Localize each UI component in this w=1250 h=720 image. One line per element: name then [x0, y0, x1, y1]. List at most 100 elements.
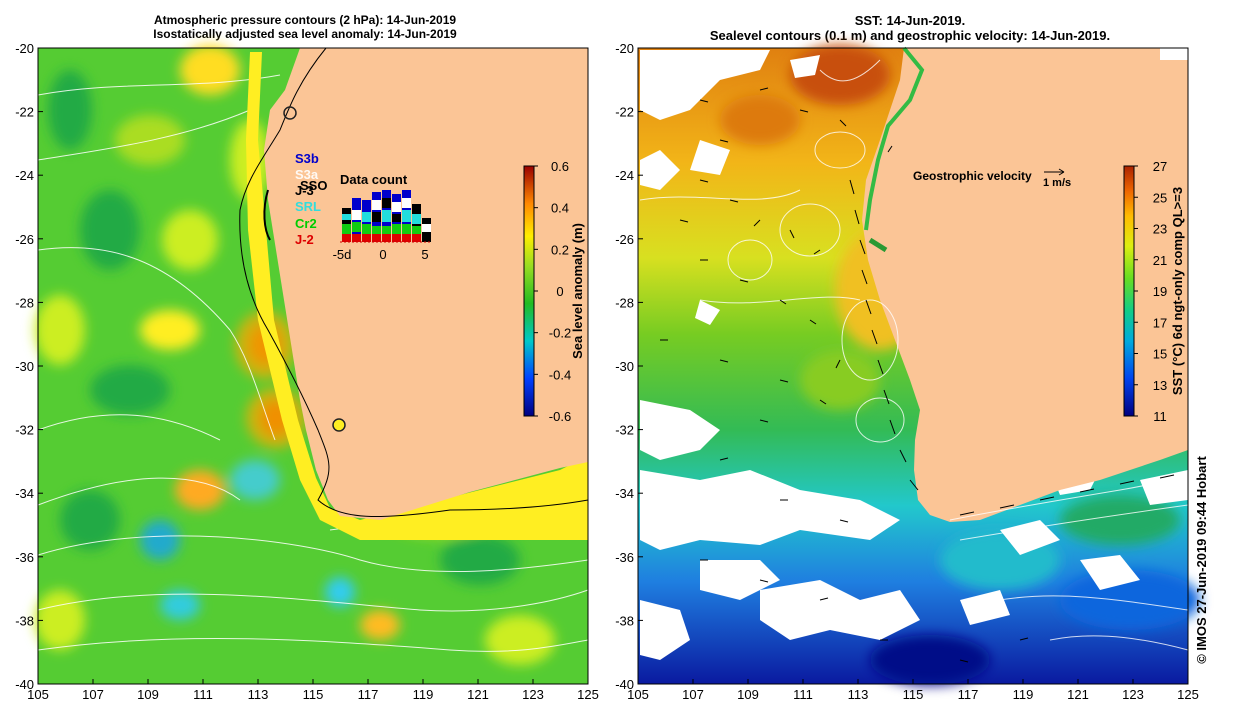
- y-tick-label: -28: [615, 295, 634, 310]
- colorbar-tick-label: 27: [1153, 159, 1167, 174]
- satellite-label-srl: SRL: [295, 199, 321, 214]
- right-x-axis: 105 107 109 111 113 115 117 119 121 123 125: [627, 679, 1199, 702]
- data-count-tick: 0: [379, 247, 386, 262]
- left-map: [35, 45, 589, 685]
- right-map-title: SST: 14-Jun-2019. Sealevel contours (0.1…: [660, 13, 1160, 43]
- y-tick-label: -20: [615, 41, 634, 56]
- y-tick-label: -22: [615, 105, 634, 120]
- x-tick-label: 117: [958, 687, 979, 702]
- left-x-axis: 105 107 109 111 113 115 117 119 121 123 125: [27, 679, 599, 702]
- satellite-label-sso: SSO: [300, 178, 327, 193]
- x-tick-label: 105: [627, 687, 649, 702]
- y-tick-label: -32: [15, 423, 34, 438]
- y-tick-label: -38: [15, 613, 34, 628]
- velocity-arrow-icon: [1058, 168, 1065, 176]
- y-tick-label: -34: [615, 486, 634, 501]
- y-tick-label: -20: [15, 41, 34, 56]
- y-tick-label: -30: [615, 359, 634, 374]
- y-tick-label: -40: [615, 677, 634, 692]
- data-count-title: Data count: [340, 172, 408, 187]
- sla-colorbar-label: Sea level anomaly (m): [570, 223, 585, 359]
- y-tick-label: -38: [615, 613, 634, 628]
- sst-colorbar: 27 25 23 21 19 17 15 13 11 SST (°C) 6d ngt-only …: [1123, 159, 1185, 424]
- coastal-yellow-band: [246, 52, 588, 540]
- satellite-label-s3b: S3b: [295, 151, 319, 166]
- right-map: [637, 45, 1200, 685]
- left-land: [264, 48, 588, 520]
- velocity-scale-label: 1 m/s: [1043, 177, 1071, 189]
- colorbar-tick-label: 11: [1153, 409, 1167, 424]
- colorbar-tick-label: 21: [1153, 253, 1167, 268]
- x-tick-label: 123: [1122, 687, 1144, 702]
- colorbar-tick-label: 0.2: [551, 242, 569, 257]
- tide-gauge-marker: [283, 106, 297, 120]
- sealevel-contours: [639, 59, 1189, 651]
- left-y-axis: -20 -22 -24 -26 -28 -30 -32 -34 -36 -38 -40: [15, 41, 43, 692]
- data-count-inset: Data count -5d 0 5: [333, 172, 432, 262]
- left-title-line1: Atmospheric pressure contours (2 hPa): 1…: [153, 13, 457, 27]
- x-tick-label: 107: [682, 687, 704, 702]
- shelf-contour: [239, 47, 589, 518]
- x-tick-label: 119: [413, 687, 434, 702]
- y-tick-label: -36: [15, 550, 34, 565]
- x-tick-label: 125: [577, 687, 599, 702]
- right-title-line1: SST: 14-Jun-2019.: [854, 13, 966, 28]
- y-tick-label: -34: [15, 486, 34, 501]
- colorbar-tick-label: -0.6: [549, 409, 571, 424]
- velocity-legend: Geostrophic velocity 1 m/s: [913, 168, 1071, 189]
- satellite-label-s3a: S3a: [295, 167, 319, 182]
- velocity-legend-label: Geostrophic velocity: [913, 169, 1032, 183]
- colorbar-tick-label: 13: [1153, 378, 1167, 393]
- colorbar-tick-label: 17: [1153, 315, 1167, 330]
- cloud-mask: [640, 50, 1188, 660]
- colorbar-tick-label: 15: [1153, 347, 1167, 362]
- satellite-label-cr2: Cr2: [295, 216, 317, 231]
- x-tick-label: 125: [1177, 687, 1199, 702]
- y-tick-label: -26: [615, 232, 634, 247]
- x-tick-label: 121: [467, 687, 489, 702]
- satellite-label-j2: J-2: [295, 232, 314, 247]
- y-tick-label: -24: [15, 168, 34, 183]
- colorbar-tick-label: -0.2: [549, 326, 571, 341]
- left-title-line2: Isostatically adjusted sea level anomaly…: [153, 27, 457, 41]
- sla-colorbar: 0.6 0.4 0.2 0 -0.2 -0.4 -0.6 Sea level anomaly…: [523, 159, 585, 424]
- x-tick-label: 121: [1067, 687, 1089, 702]
- left-map-title: Atmospheric pressure contours (2 hPa): 1…: [140, 13, 470, 41]
- x-tick-label: 113: [848, 687, 869, 702]
- x-tick-label: 107: [82, 687, 104, 702]
- x-tick-label: 111: [193, 687, 213, 702]
- imos-credit: © IMOS 27-Jun-2019 09:44 Hobart: [1194, 456, 1209, 664]
- y-tick-label: -30: [15, 359, 34, 374]
- y-tick-label: -36: [615, 550, 634, 565]
- colorbar-tick-label: 25: [1153, 190, 1167, 205]
- x-tick-label: 119: [1013, 687, 1034, 702]
- sst-colorbar-label: SST (°C) 6d ngt-only comp QL>=3: [1170, 187, 1185, 395]
- right-y-axis: -20 -22 -24 -26 -28 -30 -32 -34 -36 -38 -40: [615, 41, 643, 692]
- colorbar-tick-label: 0: [556, 284, 563, 299]
- y-tick-label: -22: [15, 105, 34, 120]
- x-tick-label: 113: [248, 687, 269, 702]
- y-tick-label: -24: [615, 168, 634, 183]
- colorbar-tick-label: -0.4: [549, 367, 571, 382]
- right-land: [862, 48, 1188, 522]
- y-tick-label: -26: [15, 232, 34, 247]
- y-tick-label: -40: [15, 677, 34, 692]
- tide-gauge-marker: [332, 418, 346, 432]
- data-count-tick: -5d: [333, 247, 352, 262]
- geostrophic-velocity-arrows: [660, 87, 1175, 663]
- x-tick-label: 109: [737, 687, 759, 702]
- colorbar-tick-label: 0.4: [551, 201, 569, 216]
- colorbar-tick-label: 19: [1153, 284, 1167, 299]
- x-tick-label: 123: [522, 687, 544, 702]
- y-tick-label: -28: [15, 295, 34, 310]
- x-tick-label: 115: [903, 687, 924, 702]
- satellite-label-j3: J-3: [295, 183, 314, 198]
- colorbar-tick-label: 23: [1153, 222, 1167, 237]
- x-tick-label: 111: [793, 687, 813, 702]
- x-tick-label: 117: [358, 687, 379, 702]
- data-count-bars: [340, 190, 432, 243]
- y-tick-label: -32: [615, 423, 634, 438]
- x-tick-label: 105: [27, 687, 49, 702]
